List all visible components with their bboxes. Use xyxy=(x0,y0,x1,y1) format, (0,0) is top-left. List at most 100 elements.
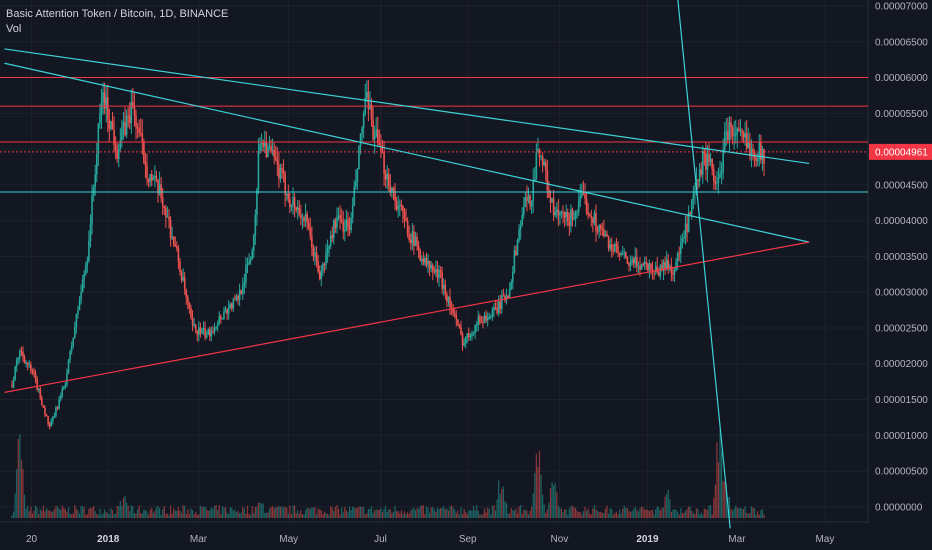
candle-body xyxy=(356,169,359,182)
candle-body xyxy=(700,169,703,175)
candle-body xyxy=(303,217,305,222)
candle-body xyxy=(95,154,98,175)
candle-body xyxy=(369,104,371,110)
candle-body xyxy=(160,184,162,198)
x-axis-tick-label: May xyxy=(279,534,298,545)
volume-bar xyxy=(753,508,756,518)
volume-bar xyxy=(752,507,754,518)
volume-bar xyxy=(44,511,46,518)
candle-body xyxy=(328,245,330,249)
volume-bar xyxy=(637,511,640,518)
volume-bar xyxy=(724,481,726,518)
volume-bar xyxy=(639,508,641,518)
volume-bar xyxy=(204,506,206,518)
candle-body xyxy=(661,265,663,271)
trend-line xyxy=(4,241,810,393)
volume-bar xyxy=(609,508,611,518)
volume-bar xyxy=(58,508,60,518)
volume-bar xyxy=(432,506,434,518)
candle-body xyxy=(41,398,43,406)
y-axis-tick-label: 0.00002000 xyxy=(875,359,928,370)
volume-bar xyxy=(341,507,343,518)
volume-bar xyxy=(168,514,170,518)
volume-bar xyxy=(118,506,120,518)
candle-body xyxy=(34,373,37,379)
volume-bar xyxy=(429,512,431,518)
candle-body xyxy=(530,201,533,207)
volume-bar xyxy=(154,510,156,518)
candle-body xyxy=(461,334,464,346)
volume-bar xyxy=(655,509,657,518)
volume-bar xyxy=(50,511,52,518)
volume-bar xyxy=(207,510,209,518)
candle-body xyxy=(100,102,103,114)
candle-body xyxy=(223,311,225,319)
volume-bar xyxy=(281,506,283,518)
y-axis-tick-label: 0.00003000 xyxy=(875,288,928,299)
volume-bar xyxy=(140,513,142,518)
candle-body xyxy=(326,248,329,254)
candle-body xyxy=(127,115,129,117)
candle-body xyxy=(383,152,385,174)
candle-body xyxy=(714,181,717,184)
candle-body xyxy=(705,153,707,170)
candle-body xyxy=(172,236,175,245)
candle-body xyxy=(196,330,199,335)
volume-bar xyxy=(441,507,443,518)
volume-bar xyxy=(334,507,337,518)
volume-bar xyxy=(469,509,472,518)
candle-body xyxy=(113,129,115,145)
candle-body xyxy=(741,130,743,133)
volume-bar xyxy=(261,503,263,518)
volume-bar xyxy=(589,513,591,518)
candle-body xyxy=(708,154,710,162)
candle-body xyxy=(398,204,401,207)
candle-body xyxy=(80,292,82,301)
candle-body xyxy=(731,127,734,137)
volume-bar xyxy=(581,514,583,518)
candle-body xyxy=(494,307,497,309)
candle-body xyxy=(609,244,611,249)
volume-bar xyxy=(206,509,208,518)
volume-bar xyxy=(217,510,219,518)
volume-bar xyxy=(254,506,256,518)
volume-bar xyxy=(322,514,324,518)
candle-body xyxy=(56,407,59,409)
volume-bar xyxy=(88,508,90,518)
candle-body xyxy=(629,262,632,266)
volume-bar xyxy=(326,513,329,518)
candle-body xyxy=(397,206,400,210)
y-axis-tick-label: 0.00000500 xyxy=(875,467,928,478)
candle-body xyxy=(654,266,657,272)
candle-body xyxy=(537,149,539,152)
volume-bar xyxy=(111,510,114,518)
candle-body xyxy=(431,264,434,272)
candle-body xyxy=(128,116,131,124)
candle-body xyxy=(742,132,745,138)
volume-bar xyxy=(562,512,564,518)
volume-bar xyxy=(304,510,307,518)
volume-bar xyxy=(11,514,13,518)
candle-body xyxy=(573,218,575,220)
volume-bar xyxy=(714,484,716,518)
volume-bar xyxy=(372,512,374,518)
candle-body xyxy=(475,324,478,326)
volume-bar xyxy=(504,501,506,518)
volume-bar xyxy=(733,508,735,518)
volume-bar xyxy=(286,507,288,518)
candle-body xyxy=(72,338,75,346)
volume-bar xyxy=(758,514,760,518)
x-axis-tick-label: May xyxy=(815,534,834,545)
volume-bar xyxy=(64,509,66,518)
volume-bar xyxy=(49,510,51,518)
candle-body xyxy=(681,238,684,243)
candle-body xyxy=(284,173,286,195)
x-axis-tick-label: Mar xyxy=(728,534,746,545)
volume-bar xyxy=(410,510,412,518)
candle-body xyxy=(108,119,111,129)
volume-bar xyxy=(127,505,129,518)
volume-bar xyxy=(119,500,121,518)
candle-body xyxy=(709,159,712,162)
volume-bar xyxy=(110,507,112,518)
